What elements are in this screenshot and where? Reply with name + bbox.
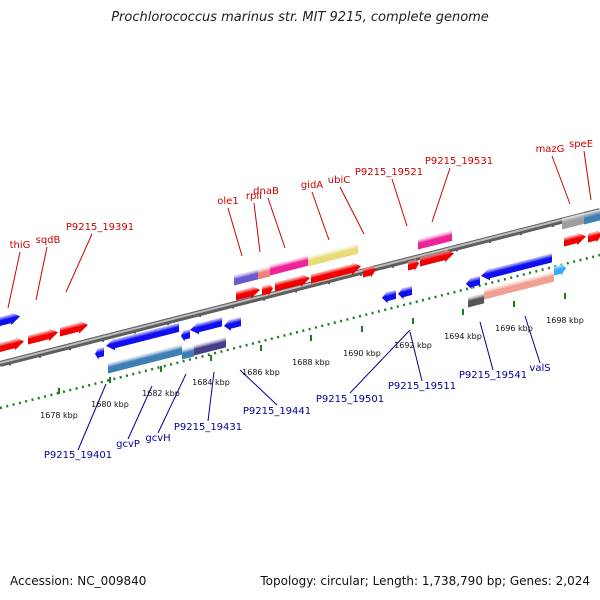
gene-feature[interactable]	[0, 310, 20, 329]
gene-feature[interactable]	[584, 208, 600, 225]
leader-line	[551, 155, 571, 205]
leader-line	[311, 191, 330, 241]
gene-feature[interactable]	[564, 230, 586, 249]
leader-line	[157, 373, 187, 434]
reverse-gene-label[interactable]: gcvH	[145, 433, 170, 444]
gene-feature[interactable]	[466, 274, 480, 291]
forward-gene-label[interactable]: mazG	[536, 144, 565, 155]
gene-feature[interactable]	[468, 292, 484, 308]
gene-feature[interactable]	[190, 315, 222, 336]
backbone-highlight	[0, 209, 600, 364]
kbp-label: 1684 kbp	[192, 378, 230, 387]
reverse-gene-label[interactable]: P9215_19441	[243, 406, 311, 417]
kbp-label: 1682 kbp	[142, 389, 180, 398]
forward-gene-label[interactable]: P9215_19391	[66, 222, 134, 233]
leader-line	[7, 251, 21, 309]
map-title: Prochlorococcus marinus str. MIT 9215, c…	[111, 10, 489, 25]
reverse-gene-label[interactable]: P9215_19431	[174, 422, 242, 433]
forward-gene-label[interactable]: sqdB	[36, 235, 61, 246]
gene-feature[interactable]	[308, 242, 358, 267]
gene-feature[interactable]	[224, 315, 241, 332]
forward-gene-label[interactable]: P9215_19531	[425, 156, 493, 167]
gene-feature[interactable]	[181, 327, 190, 342]
leader-line	[391, 178, 408, 227]
kbp-label: 1698 kbp	[546, 316, 584, 325]
gene-feature[interactable]	[363, 263, 376, 279]
gene-feature[interactable]	[418, 229, 452, 250]
gene-feature[interactable]	[408, 257, 419, 273]
leader-line	[127, 385, 153, 440]
leader-line	[253, 202, 261, 253]
kbp-label: 1690 kbp	[343, 349, 381, 358]
kbp-label: 1692 kbp	[394, 341, 432, 350]
leader-line	[239, 369, 278, 406]
reverse-gene-label[interactable]: P9215_19511	[388, 381, 456, 392]
leader-line	[349, 329, 411, 394]
kbp-label: 1680 kbp	[91, 400, 129, 409]
gene-feature[interactable]	[182, 345, 194, 360]
leader-line	[35, 246, 48, 301]
leader-line	[524, 315, 541, 364]
gene-features	[0, 208, 600, 374]
kbp-label: 1678 kbp	[40, 411, 78, 420]
gene-feature[interactable]	[236, 283, 260, 302]
reverse-gene-label[interactable]: P9215_19501	[316, 394, 384, 405]
forward-gene-label[interactable]: dnaB	[253, 186, 279, 197]
forward-gene-label[interactable]: ole1	[217, 196, 238, 207]
leader-line	[227, 207, 243, 257]
forward-gene-label[interactable]: thiG	[10, 240, 31, 251]
gene-feature[interactable]	[562, 212, 584, 230]
gene-feature[interactable]	[484, 270, 554, 300]
gene-feature[interactable]	[0, 335, 24, 355]
kbp-label: 1696 kbp	[495, 324, 533, 333]
gene-feature[interactable]	[481, 251, 552, 282]
forward-gene-label[interactable]: P9215_19521	[355, 167, 423, 178]
leader-line	[77, 383, 107, 451]
kbp-label: 1688 kbp	[292, 358, 330, 367]
kbp-label: 1686 kbp	[242, 368, 280, 377]
forward-gene-label[interactable]: speE	[569, 139, 593, 150]
forward-gene-label[interactable]: rplI	[246, 191, 262, 202]
gene-feature[interactable]	[106, 321, 179, 353]
gene-feature[interactable]	[262, 282, 273, 298]
leader-line	[431, 167, 451, 223]
leader-line	[479, 321, 494, 371]
reverse-gene-label[interactable]: gcvP	[116, 439, 140, 450]
gene-feature[interactable]	[234, 268, 258, 286]
gene-feature[interactable]	[554, 261, 566, 277]
gene-feature[interactable]	[258, 265, 270, 280]
leader-line	[207, 371, 215, 422]
label-leaders	[7, 150, 592, 451]
gene-feature[interactable]	[275, 272, 310, 294]
gene-feature[interactable]	[270, 254, 308, 276]
gene-feature[interactable]	[194, 336, 226, 356]
gene-feature[interactable]	[382, 288, 396, 305]
leader-line	[339, 186, 365, 235]
gene-feature[interactable]	[588, 228, 600, 245]
reverse-gene-label[interactable]: P9215_19401	[44, 450, 112, 461]
accession-text: Accession: NC_009840	[10, 574, 147, 588]
gene-feature[interactable]	[108, 343, 182, 374]
leader-line	[65, 233, 93, 293]
leader-line	[409, 331, 423, 382]
reverse-gene-label[interactable]: valS	[529, 363, 550, 374]
gene-feature[interactable]	[398, 284, 412, 301]
gene-feature[interactable]	[60, 318, 88, 338]
genome-summary-text: Topology: circular; Length: 1,738,790 bp…	[260, 574, 590, 588]
backbone	[0, 208, 600, 367]
gene-feature[interactable]	[28, 326, 58, 347]
gene-feature[interactable]	[95, 345, 104, 360]
scale-labels: 1678 kbp 1680 kbp 1682 kbp 1684 kbp 1686 kbp…	[40, 293, 584, 420]
leader-line	[583, 150, 592, 201]
reverse-gene-label[interactable]: P9215_19541	[459, 370, 527, 381]
forward-gene-label[interactable]: gidA	[301, 180, 323, 191]
forward-gene-label[interactable]: ubiC	[328, 175, 350, 186]
kbp-label: 1694 kbp	[444, 332, 482, 341]
leader-line	[267, 197, 286, 249]
gene-feature[interactable]	[420, 247, 454, 269]
gene-feature[interactable]	[311, 260, 361, 286]
